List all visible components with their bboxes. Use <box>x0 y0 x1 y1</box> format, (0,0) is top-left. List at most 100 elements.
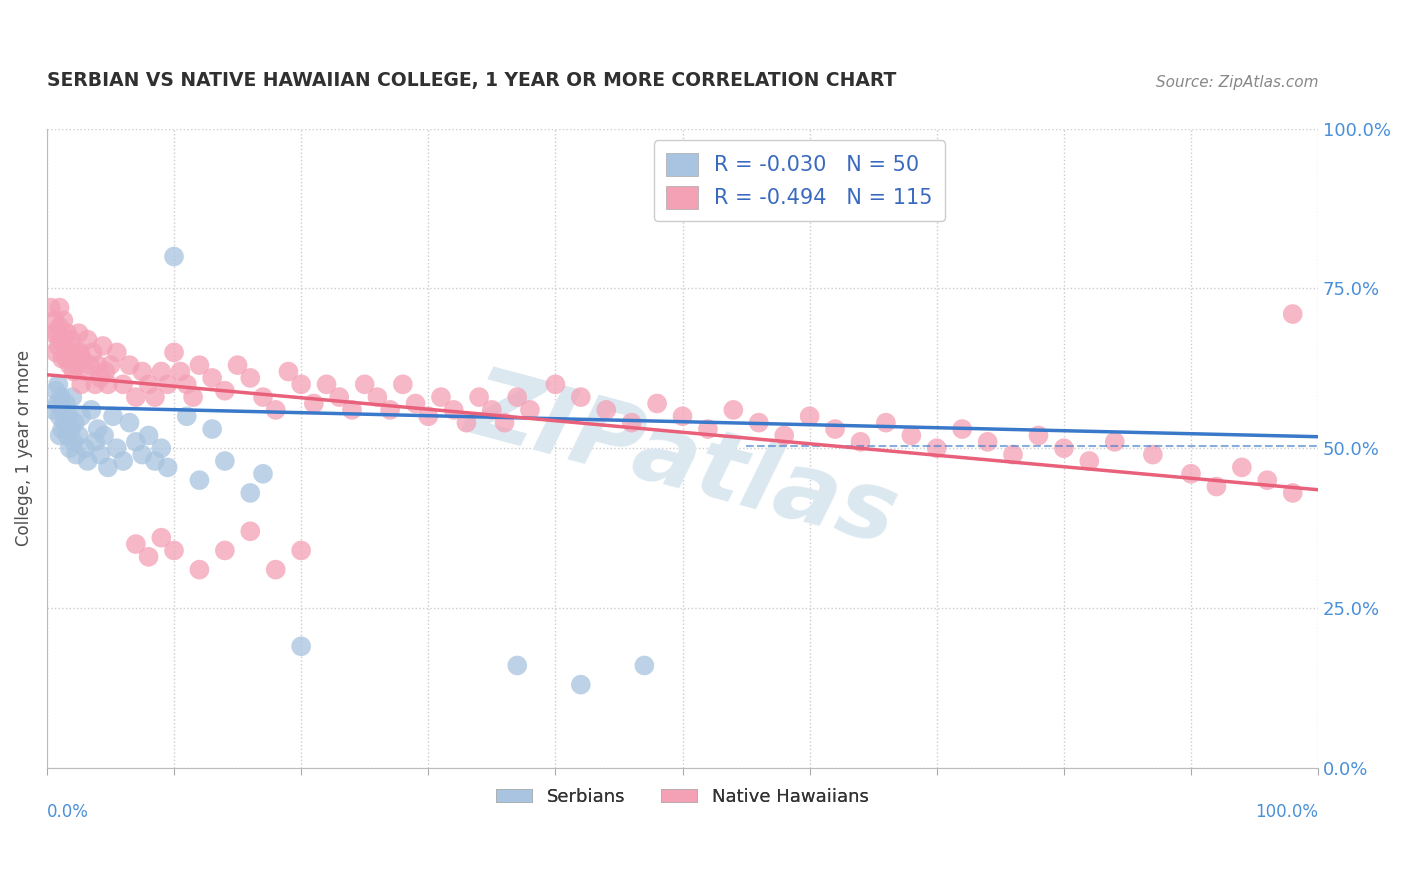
Point <box>302 396 325 410</box>
Point <box>1142 448 1164 462</box>
Point <box>150 365 173 379</box>
Point <box>44 313 66 327</box>
Point <box>63 416 86 430</box>
Point <box>353 377 375 392</box>
Text: SERBIAN VS NATIVE HAWAIIAN COLLEGE, 1 YEAR OR MORE CORRELATION CHART: SERBIAN VS NATIVE HAWAIIAN COLLEGE, 1 YE… <box>46 71 896 90</box>
Point <box>52 313 75 327</box>
Point <box>143 390 166 404</box>
Point <box>494 416 516 430</box>
Text: 0.0%: 0.0% <box>46 803 89 821</box>
Point <box>290 377 312 392</box>
Point <box>671 409 693 424</box>
Point <box>824 422 846 436</box>
Point <box>773 428 796 442</box>
Point <box>392 377 415 392</box>
Point <box>118 416 141 430</box>
Point <box>49 333 72 347</box>
Point <box>55 396 77 410</box>
Point <box>595 403 617 417</box>
Point <box>163 345 186 359</box>
Point <box>62 365 84 379</box>
Point <box>48 409 70 424</box>
Point <box>277 365 299 379</box>
Point <box>97 460 120 475</box>
Point <box>91 339 114 353</box>
Point <box>645 396 668 410</box>
Point <box>60 422 83 436</box>
Point <box>97 377 120 392</box>
Text: 100.0%: 100.0% <box>1256 803 1319 821</box>
Point <box>59 441 82 455</box>
Point <box>264 563 287 577</box>
Point <box>976 434 998 449</box>
Point <box>72 351 94 366</box>
Point <box>143 454 166 468</box>
Point <box>239 524 262 539</box>
Point <box>443 403 465 417</box>
Point <box>188 358 211 372</box>
Point <box>456 416 478 430</box>
Point <box>697 422 720 436</box>
Point <box>569 390 592 404</box>
Point <box>131 365 153 379</box>
Text: ZIPatlas: ZIPatlas <box>458 359 907 563</box>
Point <box>925 441 948 455</box>
Point <box>239 371 262 385</box>
Point <box>79 358 101 372</box>
Point <box>55 351 77 366</box>
Point <box>290 543 312 558</box>
Point <box>569 678 592 692</box>
Point <box>138 428 160 442</box>
Point <box>112 377 135 392</box>
Point <box>131 448 153 462</box>
Point <box>1104 434 1126 449</box>
Point <box>87 422 110 436</box>
Point <box>633 658 655 673</box>
Point <box>366 390 388 404</box>
Point <box>93 428 115 442</box>
Point <box>89 448 111 462</box>
Point <box>118 358 141 372</box>
Point <box>900 428 922 442</box>
Point <box>70 377 93 392</box>
Point <box>176 377 198 392</box>
Point <box>56 428 79 442</box>
Point <box>214 543 236 558</box>
Point <box>46 377 69 392</box>
Point <box>87 358 110 372</box>
Point <box>748 416 770 430</box>
Point <box>125 537 148 551</box>
Point <box>94 365 117 379</box>
Point <box>328 390 350 404</box>
Point <box>340 403 363 417</box>
Point <box>176 409 198 424</box>
Point <box>214 384 236 398</box>
Point <box>1230 460 1253 475</box>
Point <box>60 345 83 359</box>
Point <box>1256 473 1278 487</box>
Point <box>181 390 204 404</box>
Point <box>53 416 76 430</box>
Point <box>799 409 821 424</box>
Point <box>89 371 111 385</box>
Point <box>67 326 90 341</box>
Point <box>226 358 249 372</box>
Point <box>169 365 191 379</box>
Point <box>60 390 83 404</box>
Point <box>150 441 173 455</box>
Point <box>214 454 236 468</box>
Point <box>201 422 224 436</box>
Point <box>723 403 745 417</box>
Point <box>1002 448 1025 462</box>
Text: Source: ZipAtlas.com: Source: ZipAtlas.com <box>1156 76 1319 90</box>
Point <box>430 390 453 404</box>
Point <box>59 358 82 372</box>
Point <box>84 377 107 392</box>
Point <box>506 658 529 673</box>
Point <box>315 377 337 392</box>
Point <box>76 454 98 468</box>
Point <box>125 390 148 404</box>
Point <box>58 409 80 424</box>
Point <box>49 390 72 404</box>
Point <box>58 345 80 359</box>
